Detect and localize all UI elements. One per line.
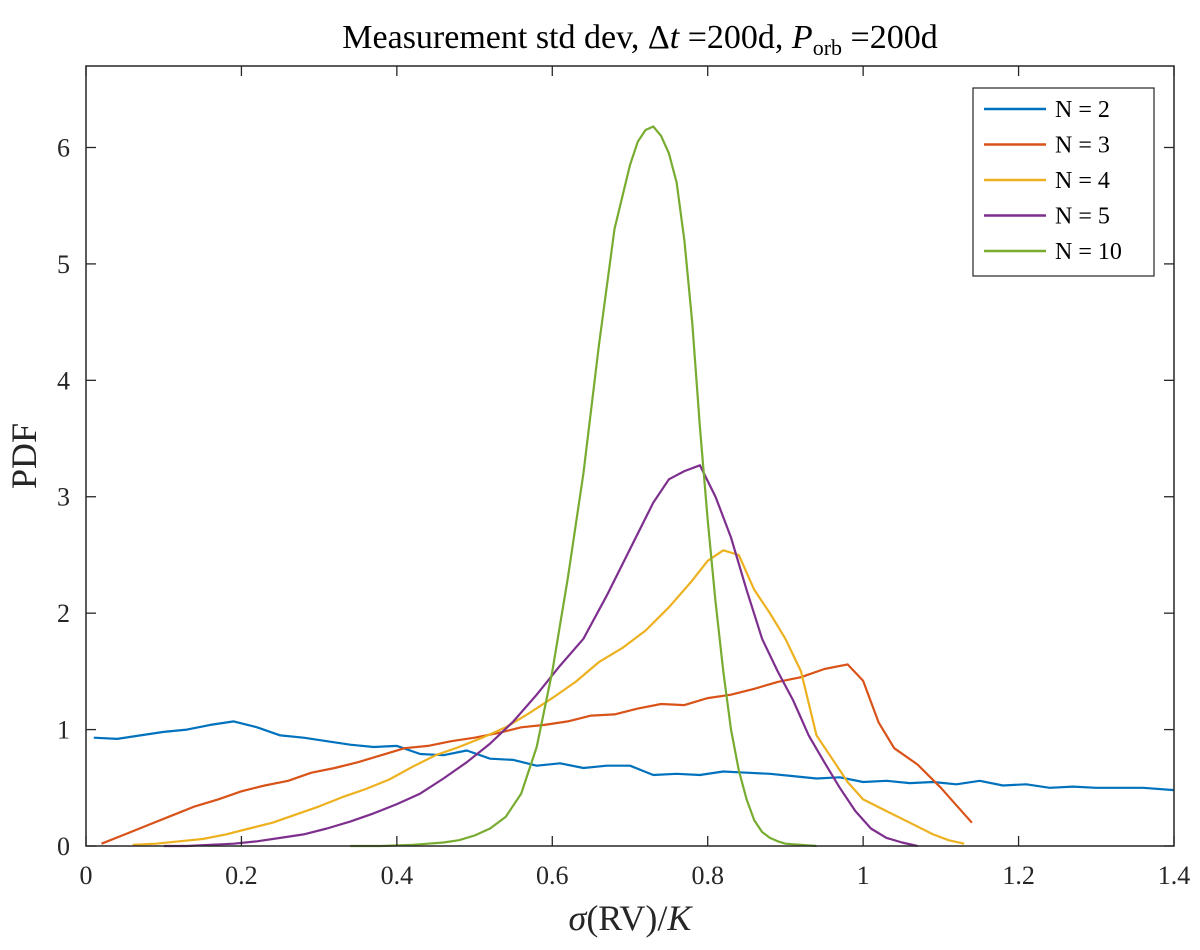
series-line-3 (163, 464, 918, 848)
series-line-4 (350, 125, 817, 848)
x-tick-label: 0.6 (536, 861, 569, 890)
y-tick-label: 6 (57, 133, 70, 162)
legend-label-4: N = 10 (1055, 239, 1122, 265)
legend-label-1: N = 3 (1055, 133, 1110, 159)
y-tick-label: 4 (57, 366, 70, 395)
chart-title: Measurement std dev, Δt =200d, Porb =200… (342, 19, 937, 60)
x-label-rv: (RV)/ (586, 898, 667, 938)
x-tick-label: 1 (857, 861, 870, 890)
x-tick-label: 1.4 (1158, 861, 1191, 890)
series-line-0 (93, 720, 1175, 792)
x-tick-label: 1.2 (1002, 861, 1035, 890)
plot-frame (85, 65, 1175, 847)
y-axis-label: PDF (4, 423, 44, 489)
y-tick-label: 5 (57, 250, 70, 279)
legend-label-0: N = 2 (1055, 97, 1110, 123)
legend-label-3: N = 5 (1055, 204, 1110, 230)
y-axis: 0 1 2 3 4 5 6 (57, 133, 1174, 861)
title-t: t (670, 19, 681, 56)
title-delta: Δ (648, 19, 670, 56)
title-p: P (791, 19, 813, 56)
y-tick-label: 1 (57, 716, 70, 745)
x-label-k: K (666, 898, 693, 938)
legend-label-2: N = 4 (1055, 168, 1110, 194)
x-axis: 0 0.2 0.4 0.6 0.8 1 1.2 1.4 (80, 66, 1191, 890)
x-label-sigma: σ (569, 898, 588, 938)
series-line-2 (132, 549, 965, 846)
x-tick-label: 0.8 (691, 861, 724, 890)
y-tick-label: 2 (57, 599, 70, 628)
legend-box (972, 87, 1155, 277)
y-tick-label: 3 (57, 483, 70, 512)
x-tick-label: 0.4 (381, 861, 414, 890)
legend: N = 2 N = 3 N = 4 N = 5 N = 10 (972, 87, 1155, 277)
title-eq2: =200d (842, 19, 938, 56)
title-eq1: =200d, (679, 19, 792, 56)
x-tick-label: 0.2 (225, 861, 258, 890)
x-axis-label: σ(RV)/K (569, 898, 694, 938)
x-tick-label: 0 (80, 861, 93, 890)
plot-lines (93, 125, 1175, 848)
series-line-1 (101, 663, 973, 845)
title-orb: orb (813, 35, 842, 60)
title-prefix: Measurement std dev, (342, 19, 648, 56)
y-tick-label: 0 (57, 832, 70, 861)
